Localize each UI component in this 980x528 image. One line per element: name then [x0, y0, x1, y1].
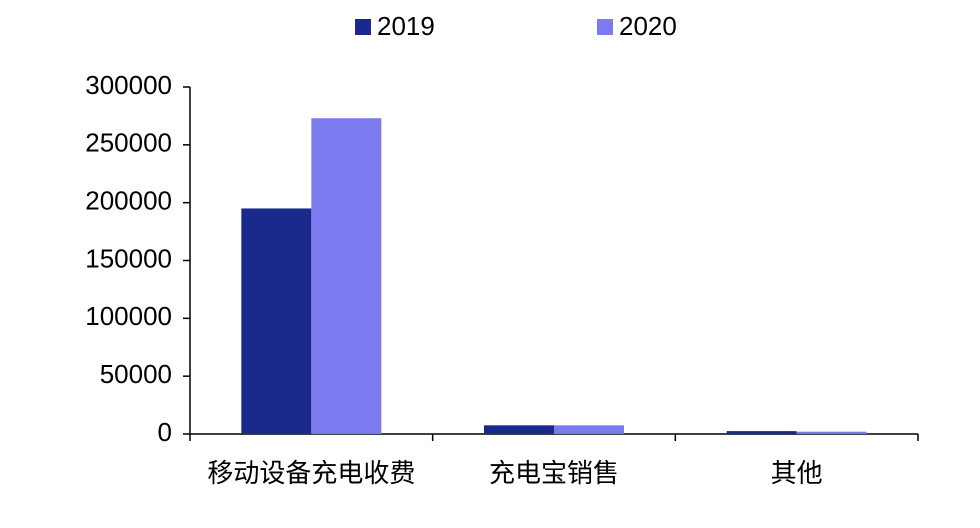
x-tick-label: 充电宝销售 [489, 458, 619, 488]
y-tick-label: 50000 [100, 359, 172, 389]
legend-swatch [597, 19, 613, 35]
y-tick-label: 150000 [85, 243, 172, 273]
bar [241, 208, 312, 434]
bar [554, 425, 624, 434]
bar [726, 431, 797, 434]
bar [796, 431, 867, 434]
bar [484, 425, 554, 434]
y-tick-label: 250000 [85, 128, 172, 158]
legend-swatch [355, 19, 371, 35]
legend-label: 2020 [619, 11, 677, 41]
x-tick-label: 其他 [771, 458, 823, 488]
bar [311, 118, 382, 434]
y-tick-label: 0 [158, 417, 172, 447]
y-tick-label: 200000 [85, 186, 172, 216]
x-tick-label: 移动设备充电收费 [207, 458, 415, 488]
y-tick-label: 100000 [85, 301, 172, 331]
legend-label: 2019 [377, 11, 435, 41]
y-tick-label: 300000 [85, 70, 172, 100]
